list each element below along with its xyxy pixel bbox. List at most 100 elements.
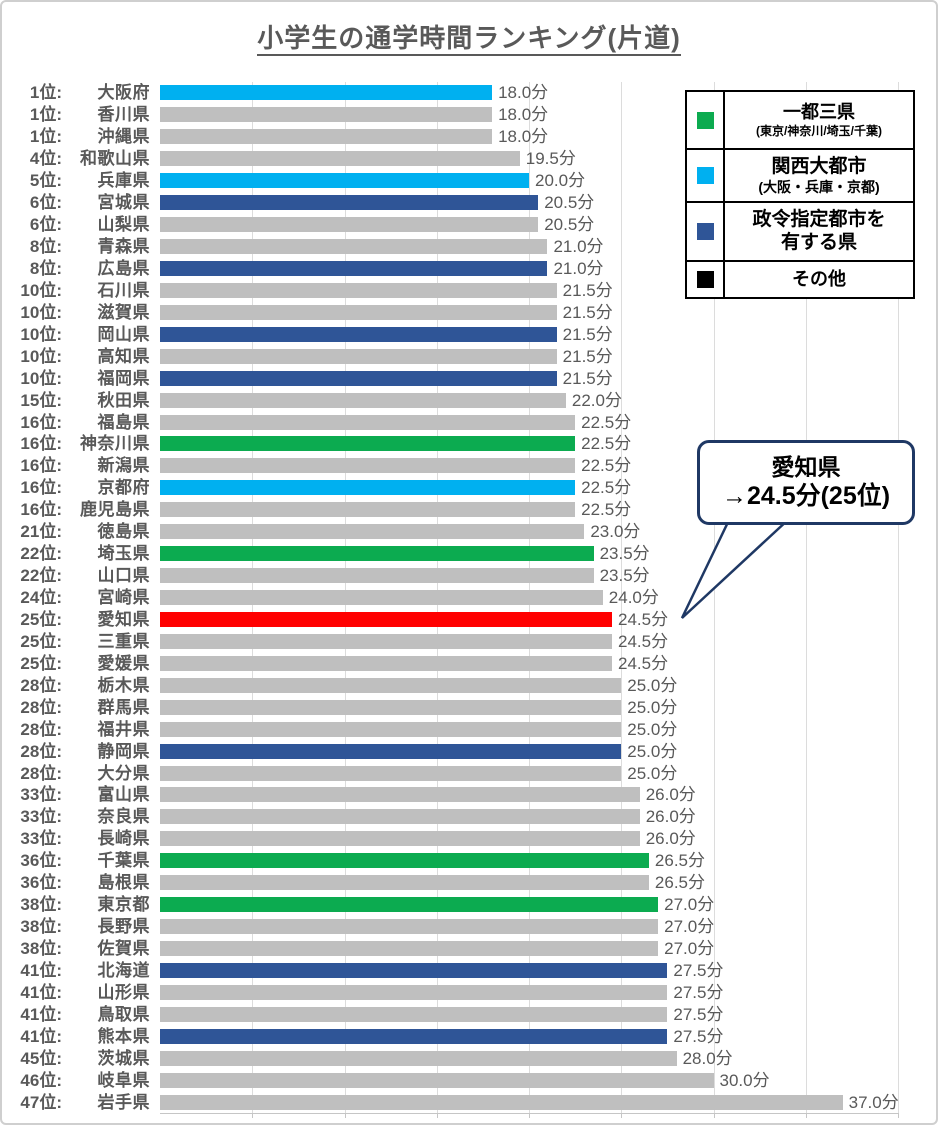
bar-栃木県 (160, 677, 622, 693)
chart-row: 1位: 大阪府 18.0分 (2, 82, 936, 104)
row-plot: 27.5分 (160, 1006, 898, 1023)
row-rank: 41位: (20, 982, 62, 1002)
bar-鹿児島県 (160, 502, 576, 518)
row-label: 45位: 茨城県 (2, 1050, 150, 1067)
bar-value-label: 37.0分 (848, 1092, 899, 1112)
row-label: 16位: 新潟県 (2, 457, 150, 474)
bar-value-label: 26.0分 (645, 829, 696, 849)
row-label: 5位: 兵庫県 (2, 172, 150, 189)
row-label: 1位: 大阪府 (2, 84, 150, 101)
chart-row: 28位: 福井県 25.0分 (2, 718, 936, 740)
row-plot: 26.0分 (160, 830, 898, 847)
chart-row: 16位: 鹿児島県 22.5分 (2, 499, 936, 521)
row-rank: 41位: (20, 960, 62, 980)
row-prefecture-name: 長崎県 (97, 829, 150, 849)
row-prefecture-name: 富山県 (97, 785, 150, 805)
row-rank: 28位: (20, 697, 62, 717)
bar-value-label: 20.0分 (535, 171, 586, 191)
bar-茨城県 (160, 1050, 677, 1066)
bar-高知県 (160, 348, 557, 364)
axis-tick-25 (621, 1113, 623, 1118)
row-label: 6位: 山梨県 (2, 216, 150, 233)
row-rank: 25位: (20, 609, 62, 629)
row-plot: 18.0分 (160, 128, 898, 145)
bar-香川県 (160, 107, 493, 123)
row-prefecture-name: 大阪府 (97, 83, 150, 103)
bar-福島県 (160, 414, 576, 430)
row-prefecture-name: 兵庫県 (97, 171, 150, 191)
bar-value-label: 27.0分 (664, 939, 715, 959)
row-prefecture-name: 千葉県 (97, 851, 150, 871)
bar-千葉県 (160, 853, 649, 869)
chart-row: 25位: 三重県 24.5分 (2, 630, 936, 652)
row-rank: 25位: (20, 653, 62, 673)
row-rank: 45位: (20, 1048, 62, 1068)
bar-大分県 (160, 765, 622, 781)
row-plot: 27.5分 (160, 962, 898, 979)
axis-tick-30 (713, 1113, 715, 1118)
row-prefecture-name: 栃木県 (97, 675, 150, 695)
row-label: 1位: 沖縄県 (2, 128, 150, 145)
chart-row: 41位: 鳥取県 27.5分 (2, 1003, 936, 1025)
row-rank: 22位: (20, 566, 62, 586)
bar-value-label: 22.5分 (581, 500, 632, 520)
row-rank: 28位: (20, 675, 62, 695)
bar-value-label: 18.0分 (498, 105, 549, 125)
row-plot: 26.0分 (160, 808, 898, 825)
row-plot: 22.5分 (160, 435, 898, 452)
row-plot: 27.0分 (160, 896, 898, 913)
row-rank: 46位: (20, 1070, 62, 1090)
legend-swatch-cell (687, 92, 725, 148)
row-label: 36位: 島根県 (2, 874, 150, 891)
row-plot: 24.5分 (160, 655, 898, 672)
bar-value-label: 21.5分 (562, 346, 613, 366)
chart-row: 25位: 愛媛県 24.5分 (2, 652, 936, 674)
bar-value-label: 25.0分 (627, 763, 678, 783)
legend-text-cell: 一都三県 (東京/神奈川/埼玉/千葉) (725, 92, 913, 148)
row-rank: 8位: (29, 258, 62, 278)
row-rank: 21位: (20, 522, 62, 542)
chart-title-text: 小学生の通学時間ランキング(片道) (257, 23, 681, 56)
row-plot: 25.0分 (160, 743, 898, 760)
chart-row: 41位: 山形県 27.5分 (2, 981, 936, 1003)
bar-京都府 (160, 480, 576, 496)
chart-row: 8位: 広島県 21.0分 (2, 258, 936, 280)
annotation-callout: 愛知県 →24.5分(25位) (697, 440, 915, 525)
row-plot: 26.5分 (160, 852, 898, 869)
row-prefecture-name: 宮崎県 (97, 588, 150, 608)
row-rank: 28位: (20, 719, 62, 739)
bar-rows: 1位: 大阪府 18.0分 1位: 香川県 18.0分 1位: 沖縄県 18.0分 4位: 和歌山県… (2, 82, 936, 1113)
row-rank: 15位: (20, 390, 62, 410)
bar-岡山県 (160, 326, 557, 342)
bar-value-label: 21.0分 (553, 237, 604, 257)
callout-value: →24.5分(25位) (721, 482, 891, 511)
row-label: 10位: 岡山県 (2, 326, 150, 343)
row-plot: 23.0分 (160, 523, 898, 540)
row-prefecture-name: 広島県 (97, 258, 150, 278)
row-label: 25位: 愛知県 (2, 611, 150, 628)
bar-長崎県 (160, 831, 640, 847)
row-plot: 26.5分 (160, 874, 898, 891)
row-label: 28位: 栃木県 (2, 677, 150, 694)
legend-text-cell: 政令指定都市を 有する県 (725, 201, 913, 260)
bar-value-label: 25.0分 (627, 719, 678, 739)
row-plot: 22.5分 (160, 414, 898, 431)
bar-秋田県 (160, 392, 566, 408)
bar-富山県 (160, 787, 640, 803)
bar-value-label: 23.5分 (599, 566, 650, 586)
row-prefecture-name: 沖縄県 (97, 127, 150, 147)
bar-愛知県 (160, 611, 613, 627)
row-label: 28位: 福井県 (2, 721, 150, 738)
bar-北海道 (160, 962, 668, 978)
row-prefecture-name: 茨城県 (97, 1048, 150, 1068)
row-prefecture-name: 鳥取県 (97, 1004, 150, 1024)
bar-埼玉県 (160, 546, 594, 562)
axis-tick-15 (436, 1113, 438, 1118)
row-label: 10位: 高知県 (2, 348, 150, 365)
row-rank: 10位: (20, 324, 62, 344)
bar-value-label: 18.0分 (498, 127, 549, 147)
chart-row: 4位: 和歌山県 19.5分 (2, 148, 936, 170)
row-prefecture-name: 岡山県 (97, 324, 150, 344)
row-prefecture-name: 静岡県 (97, 741, 150, 761)
row-label: 36位: 千葉県 (2, 852, 150, 869)
